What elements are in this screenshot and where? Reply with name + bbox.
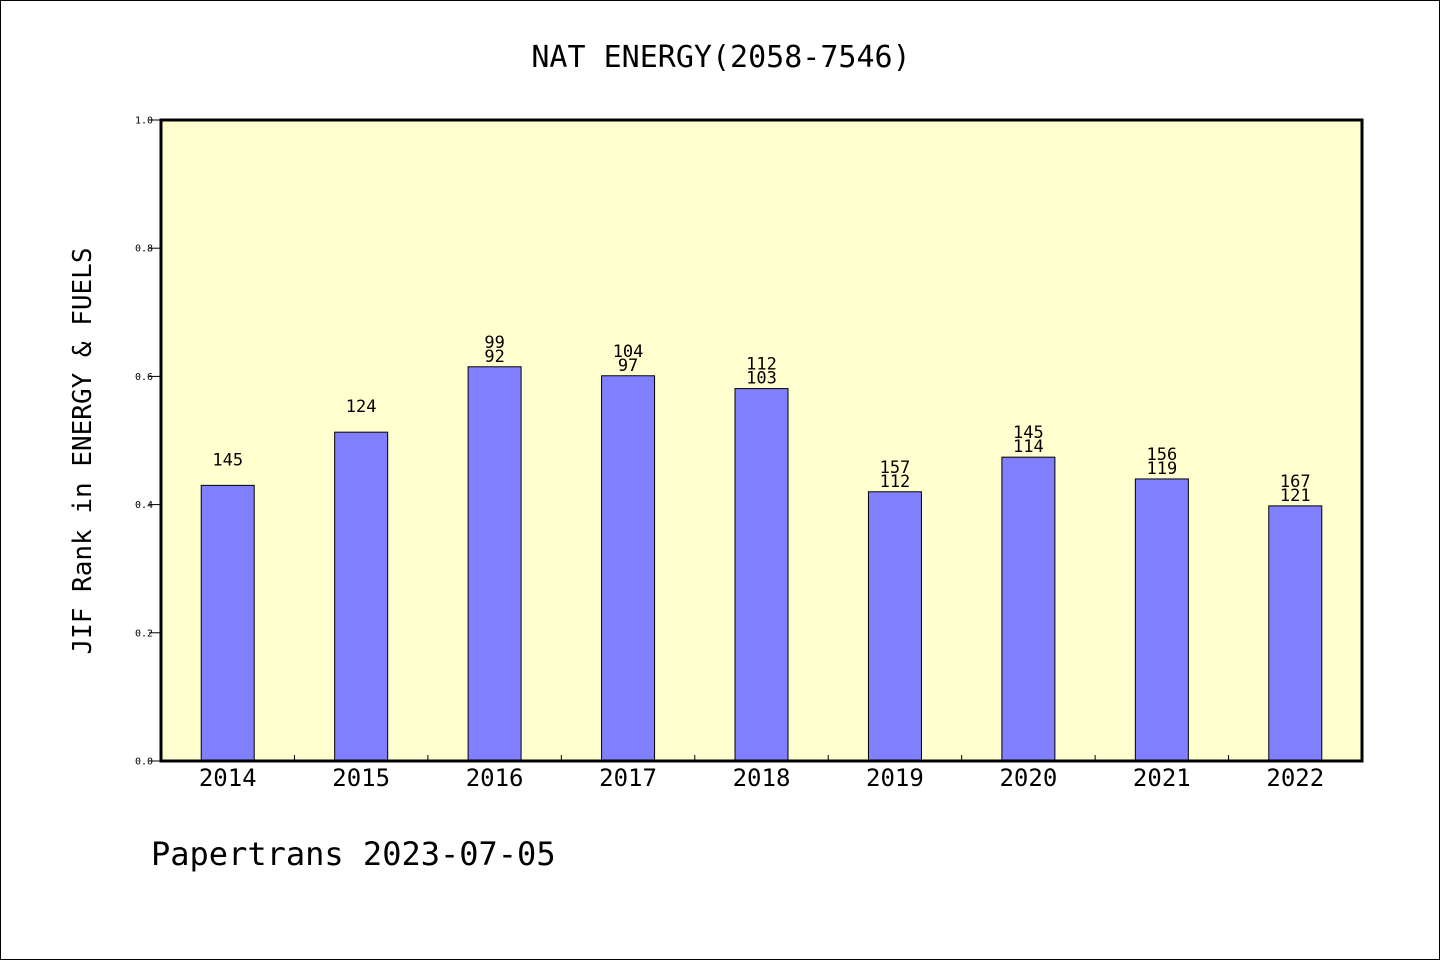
x-tick-label: 2015 [332,764,390,792]
data-label-bottom: 112 [880,472,911,492]
plot-border [159,118,1364,763]
footer-text: Papertrans 2023-07-05 [151,835,556,873]
y-tick-label: 0.8 [135,244,153,255]
x-tick-label: 2021 [1133,764,1191,792]
bar-2015 [334,431,389,762]
data-label-top: 99 [484,333,504,353]
bar-2019 [867,491,922,762]
y-axis: 0.0 0.2 0.4 0.6 0.8 1.0 [135,116,161,768]
data-label-top: 167 [1280,472,1311,492]
data-label-top: 112 [746,355,777,375]
y-tick-label: 0.0 [135,757,153,768]
data-label-top: 156 [1146,445,1177,465]
bar-2016 [467,366,522,762]
y-tick-label: 0.6 [135,372,153,383]
data-label-bottom: 114 [1013,437,1044,457]
data-label-bottom: 92 [484,347,504,367]
bar-2022 [1268,505,1323,762]
x-tick-label: 2016 [466,764,524,792]
y-tick-label: 1.0 [135,116,153,127]
data-label-top: 157 [880,458,911,478]
chart-title: NAT ENERGY(2058-7546) [531,40,910,75]
bar-2018 [734,388,789,762]
data-label-bottom: 119 [1146,459,1177,479]
data-label-top: 145 [212,450,243,470]
x-axis: 2014 2015 2016 2017 2018 2019 2020 2021 2022 [199,755,1324,792]
bar-2017 [601,375,656,762]
y-axis-label: JIF Rank in ENERGY & FUELS [68,248,98,655]
x-tick-label: 2017 [599,764,657,792]
x-tick-label: 2020 [999,764,1057,792]
bar-2014 [200,484,255,762]
y-tick-label: 0.4 [135,500,153,511]
data-label-bottom: 97 [618,356,638,376]
bar-2020 [1001,456,1056,762]
data-labels-group: 1451249299971041031121121571141451191561… [212,333,1310,506]
data-label-bottom: 103 [746,369,777,389]
x-tick-label: 2014 [199,764,257,792]
data-label-top: 145 [1013,423,1044,443]
x-tick-label: 2018 [733,764,791,792]
bars-group [200,366,1323,762]
x-tick-label: 2019 [866,764,924,792]
data-label-top: 124 [346,397,377,417]
y-tick-label: 0.2 [135,628,153,639]
data-label-bottom: 121 [1280,486,1311,506]
data-label-top: 104 [613,342,644,362]
bar-2021 [1134,478,1189,762]
x-tick-label: 2022 [1266,764,1324,792]
